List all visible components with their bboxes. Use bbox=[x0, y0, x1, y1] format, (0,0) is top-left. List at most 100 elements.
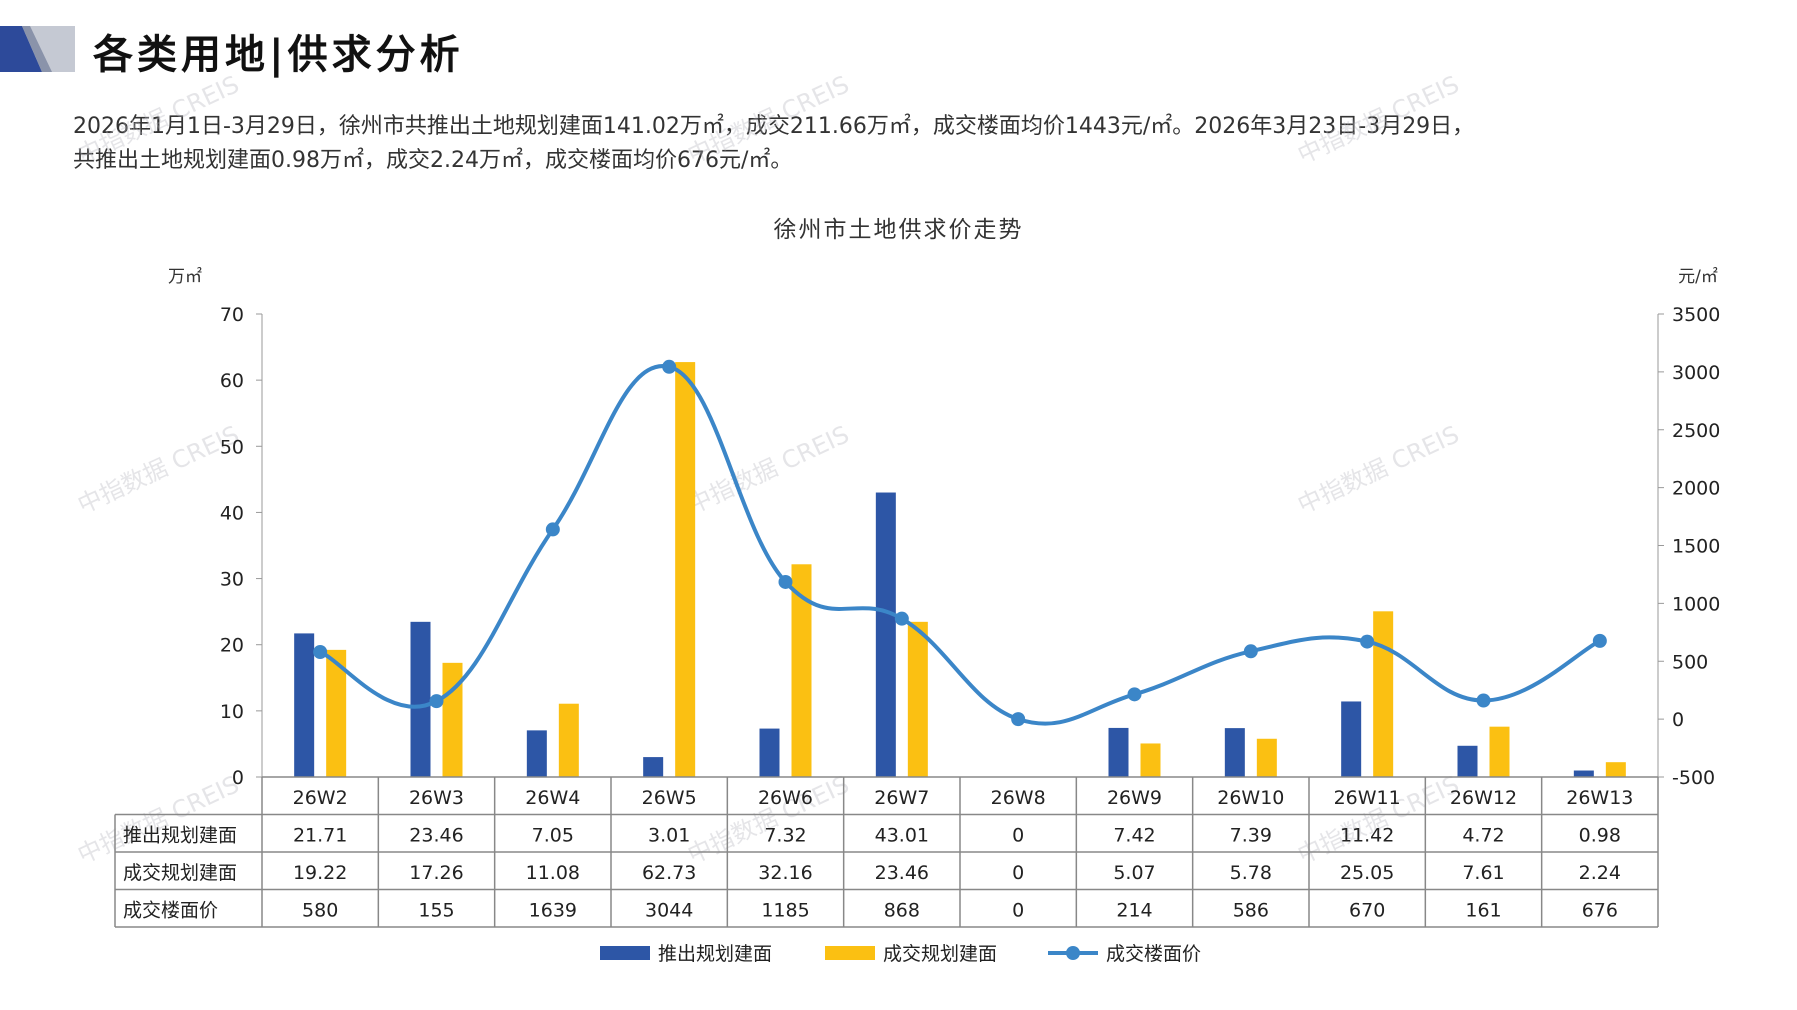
point-price bbox=[313, 644, 328, 659]
bar-deal bbox=[1489, 726, 1510, 777]
y-tick-right-label: 1000 bbox=[1672, 593, 1720, 615]
y-tick-left-label: 20 bbox=[220, 635, 244, 657]
y-tick-right-label: 3000 bbox=[1672, 362, 1720, 384]
x-tick-label: 26W7 bbox=[874, 787, 929, 809]
data-label: 43.01 bbox=[875, 825, 929, 847]
data-label: 4.72 bbox=[1462, 825, 1504, 847]
point-price bbox=[778, 574, 793, 589]
data-label: 62.73 bbox=[642, 862, 696, 884]
bar-supply bbox=[759, 728, 780, 777]
bar-deal bbox=[1140, 743, 1161, 777]
data-label: 17.26 bbox=[409, 862, 463, 884]
legend-swatch-supply bbox=[600, 946, 650, 960]
y-tick-right-label: 2500 bbox=[1672, 420, 1720, 442]
y-tick-left-label: 10 bbox=[220, 701, 244, 723]
bar-supply bbox=[294, 633, 315, 777]
bar-deal bbox=[791, 564, 812, 777]
legend-label-deal: 成交规划建面 bbox=[883, 943, 997, 965]
summary-line-1: 2026年1月1日-3月29日，徐州市共推出土地规划建面141.02万㎡，成交2… bbox=[73, 114, 1475, 139]
y-tick-left-label: 50 bbox=[220, 436, 244, 458]
data-label: 23.46 bbox=[409, 825, 463, 847]
y-tick-right-label: -500 bbox=[1672, 767, 1715, 789]
data-label: 0 bbox=[1012, 900, 1024, 922]
data-label: 32.16 bbox=[758, 862, 812, 884]
legend-swatch-price-marker bbox=[1066, 946, 1080, 960]
x-tick-label: 26W8 bbox=[991, 787, 1046, 809]
bar-supply bbox=[1108, 727, 1129, 777]
x-tick-label: 26W6 bbox=[758, 787, 813, 809]
legend-label-supply: 推出规划建面 bbox=[658, 943, 772, 965]
y-tick-left-label: 40 bbox=[220, 502, 244, 524]
point-price bbox=[894, 611, 909, 626]
data-label: 214 bbox=[1116, 900, 1152, 922]
point-price bbox=[1592, 633, 1607, 648]
point-price bbox=[1476, 693, 1491, 708]
bar-deal bbox=[558, 703, 579, 777]
legend-swatch-deal bbox=[825, 946, 875, 960]
data-label: 7.32 bbox=[764, 825, 806, 847]
data-label: 19.22 bbox=[293, 862, 347, 884]
data-label: 868 bbox=[884, 900, 920, 922]
summary-text: 2026年1月1日-3月29日，徐州市共推出土地规划建面141.02万㎡，成交2… bbox=[73, 110, 1753, 178]
legend-label-price: 成交楼面价 bbox=[1106, 943, 1201, 965]
x-tick-label: 26W3 bbox=[409, 787, 464, 809]
y-tick-right-label: 2000 bbox=[1672, 478, 1720, 500]
bar-supply bbox=[643, 757, 664, 777]
logo-mid-shape bbox=[22, 26, 52, 72]
data-label: 21.71 bbox=[293, 825, 347, 847]
data-label: 1639 bbox=[529, 900, 577, 922]
bar-supply bbox=[1341, 701, 1362, 777]
bar-supply bbox=[875, 492, 896, 777]
data-label: 1185 bbox=[761, 900, 809, 922]
data-label: 11.42 bbox=[1340, 825, 1394, 847]
bar-deal bbox=[675, 362, 696, 777]
y-tick-right-label: 3500 bbox=[1672, 304, 1720, 326]
data-label: 2.24 bbox=[1579, 862, 1621, 884]
bar-deal bbox=[442, 662, 463, 777]
header-logo bbox=[0, 26, 75, 72]
x-tick-label: 26W11 bbox=[1334, 787, 1401, 809]
data-label: 0.98 bbox=[1579, 825, 1621, 847]
point-price bbox=[662, 359, 677, 374]
x-tick-label: 26W10 bbox=[1217, 787, 1284, 809]
bar-supply bbox=[1457, 745, 1478, 777]
y-tick-right-label: 1500 bbox=[1672, 536, 1720, 558]
x-tick-label: 26W13 bbox=[1566, 787, 1633, 809]
x-tick-label: 26W9 bbox=[1107, 787, 1162, 809]
data-label: 5.07 bbox=[1113, 862, 1155, 884]
data-label: 7.61 bbox=[1462, 862, 1504, 884]
page-title: 各类用地|供求分析 bbox=[93, 32, 464, 78]
data-label: 7.42 bbox=[1113, 825, 1155, 847]
point-price bbox=[429, 694, 444, 709]
bar-supply bbox=[1573, 770, 1594, 777]
bar-supply bbox=[526, 730, 547, 777]
table-row-header: 成交楼面价 bbox=[123, 900, 218, 922]
data-label: 0 bbox=[1012, 862, 1024, 884]
y-axis-left-unit: 万㎡ bbox=[168, 267, 202, 287]
chart-title: 徐州市土地供求价走势 bbox=[773, 217, 1024, 243]
y-tick-left-label: 70 bbox=[220, 304, 244, 326]
table-row-header: 推出规划建面 bbox=[123, 825, 237, 847]
data-label: 3044 bbox=[645, 900, 693, 922]
y-tick-right-label: 500 bbox=[1672, 651, 1708, 673]
y-tick-left-label: 0 bbox=[232, 767, 244, 789]
bar-supply bbox=[1224, 728, 1245, 777]
data-label: 580 bbox=[302, 900, 338, 922]
point-price bbox=[1243, 644, 1258, 659]
bar-deal bbox=[907, 621, 928, 777]
bar-deal bbox=[1605, 762, 1626, 777]
bar-deal bbox=[326, 649, 347, 777]
point-price bbox=[1011, 712, 1026, 727]
point-price bbox=[545, 522, 560, 537]
y-tick-right-label: 0 bbox=[1672, 709, 1684, 731]
data-label: 11.08 bbox=[526, 862, 580, 884]
point-price bbox=[1360, 634, 1375, 649]
data-label: 0 bbox=[1012, 825, 1024, 847]
data-label: 161 bbox=[1465, 900, 1501, 922]
y-tick-left-label: 60 bbox=[220, 370, 244, 392]
data-label: 7.05 bbox=[532, 825, 574, 847]
point-price bbox=[1127, 687, 1142, 702]
y-axis-right-unit: 元/㎡ bbox=[1678, 267, 1718, 287]
y-tick-left-label: 30 bbox=[220, 569, 244, 591]
